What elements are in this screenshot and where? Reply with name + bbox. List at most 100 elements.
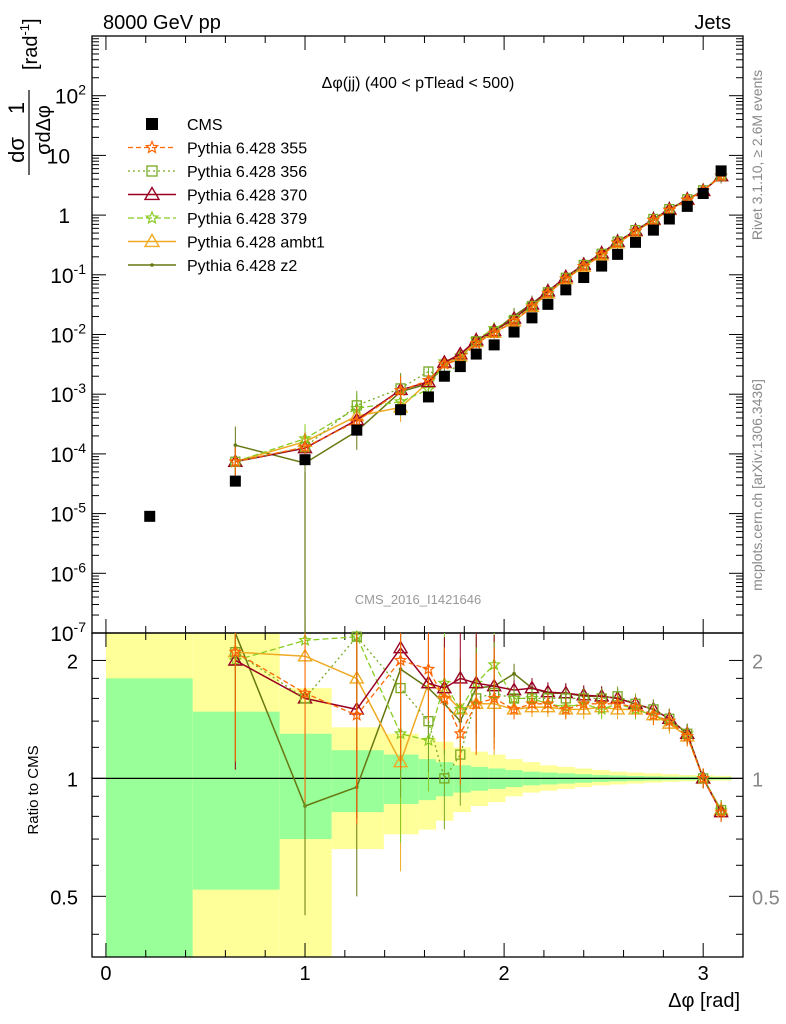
legend-marker-p356 bbox=[146, 165, 158, 177]
ratio-marker-p355 bbox=[437, 691, 452, 705]
ratio-marker-p355 bbox=[393, 653, 408, 667]
main-marker-cms bbox=[454, 361, 466, 373]
ratio-marker-p355 bbox=[594, 696, 609, 710]
main-marker-cms bbox=[299, 454, 311, 466]
legend: CMS Pythia 6.428 355 Pythia 6.428 356 Pythi… bbox=[128, 117, 325, 275]
ratio-marker-p355 bbox=[662, 714, 677, 727]
legend-marker-z2 bbox=[150, 263, 154, 267]
band-inner-bin bbox=[105, 678, 193, 957]
main-marker-p355 bbox=[487, 325, 501, 339]
legend-marker-p379 bbox=[144, 210, 160, 225]
main-marker-p355 bbox=[469, 336, 484, 350]
ylabel-unit: [rad-1] bbox=[17, 18, 42, 70]
ratio-line-p356 bbox=[234, 635, 722, 811]
ratio-marker-p356 bbox=[439, 773, 450, 784]
header-right: Jets bbox=[694, 12, 731, 34]
ratio-marker-p355 bbox=[453, 726, 467, 740]
main-marker-cms bbox=[578, 272, 590, 284]
xlabel: Δφ [rad] bbox=[668, 990, 740, 1012]
ratio-plot-frame bbox=[91, 632, 744, 958]
x-tick-label: 1 bbox=[299, 963, 310, 985]
legend-label-z2: Pythia 6.428 z2 bbox=[187, 258, 297, 275]
main-marker-p355 bbox=[350, 414, 364, 428]
legend-marker-p355 bbox=[144, 139, 160, 154]
band-inner-bin bbox=[418, 759, 437, 801]
x-tick-label: 0 bbox=[100, 963, 111, 985]
ratio-marker-p355 bbox=[507, 702, 521, 716]
ratio-y-tick-label-right: 0.5 bbox=[752, 887, 780, 909]
main-marker-p355 bbox=[610, 236, 625, 249]
main-marker-cms bbox=[488, 339, 500, 351]
main-marker-p355 bbox=[559, 271, 573, 285]
main-y-tick-label: 10-3 bbox=[50, 380, 86, 407]
legend-label-cms: CMS bbox=[187, 117, 223, 134]
main-y-tick-label: 102 bbox=[55, 82, 86, 109]
main-y-tick-label: 10-1 bbox=[50, 261, 86, 288]
ratio-y-tick-label-right: 2 bbox=[752, 651, 763, 673]
ratio-marker-z2 bbox=[512, 671, 516, 676]
main-marker-cms bbox=[663, 213, 675, 225]
ratio-line-ambt1 bbox=[235, 651, 722, 811]
main-marker-p355 bbox=[298, 440, 312, 453]
main-y-tick-label: 10-6 bbox=[50, 559, 86, 586]
main-marker-z2 bbox=[233, 443, 238, 447]
main-marker-cms bbox=[596, 260, 608, 272]
main-marker-p355 bbox=[628, 224, 643, 238]
rivet-label: Rivet 3.1.10, ≥ 2.6M events bbox=[749, 70, 765, 240]
main-marker-cms bbox=[681, 200, 693, 212]
main-marker-cms bbox=[647, 224, 659, 236]
mcplots-label: mcplots.cern.ch [arXiv:1306.3436] bbox=[749, 379, 765, 591]
band-inner-bin bbox=[192, 711, 280, 890]
main-y-tick-label: 10-2 bbox=[50, 321, 86, 348]
main-marker-p355 bbox=[646, 213, 661, 226]
main-ylabel: 1 dσ σdΔφ [rad-1] bbox=[4, 18, 55, 175]
main-marker-cms bbox=[560, 284, 572, 296]
ratio-y-tick-label: 2 bbox=[67, 651, 78, 673]
main-y-tick-label: 10 bbox=[47, 145, 70, 168]
main-marker-cms bbox=[470, 348, 482, 360]
main-marker-p355 bbox=[437, 356, 452, 370]
main-marker-p355 bbox=[421, 373, 436, 387]
main-series bbox=[144, 165, 729, 633]
x-tick-label: 2 bbox=[499, 963, 510, 985]
main-y-tick-label: 1 bbox=[58, 205, 70, 228]
ratio-marker-p355 bbox=[577, 696, 591, 710]
main-marker-cms bbox=[526, 312, 538, 324]
legend-marker-ambt1 bbox=[143, 233, 161, 248]
legend-label-p370: Pythia 6.428 370 bbox=[187, 188, 307, 205]
main-marker-cms bbox=[229, 475, 241, 487]
band-inner-bin bbox=[279, 733, 332, 840]
main-line-p355 bbox=[235, 175, 722, 463]
ratio-marker-p355 bbox=[541, 696, 555, 710]
ratio-y-tick-label: 0.5 bbox=[50, 887, 78, 909]
header-left: 8000 GeV pp bbox=[103, 12, 221, 34]
ratio-uncertainty-band bbox=[92, 633, 743, 957]
ratio-y-tick-label: 1 bbox=[67, 769, 78, 791]
legend-marker-cms bbox=[146, 118, 158, 130]
band-inner-bin bbox=[383, 754, 419, 805]
main-marker-p355 bbox=[525, 299, 539, 313]
main-marker-cms bbox=[629, 236, 641, 248]
ratio-marker-p355 bbox=[298, 686, 312, 699]
ylabel-num: dσ bbox=[4, 137, 29, 163]
legend-marker-p370 bbox=[143, 186, 161, 201]
ratio-marker-p355 bbox=[469, 696, 483, 710]
legend-label-p355: Pythia 6.428 355 bbox=[187, 141, 307, 158]
main-y-tick-label: 10-5 bbox=[50, 500, 86, 527]
ylabel-fraction: dσ bbox=[4, 137, 29, 163]
ratio-marker-p355 bbox=[228, 645, 243, 658]
band-inner-bin bbox=[331, 750, 384, 813]
main-marker-p355 bbox=[577, 259, 591, 273]
legend-label-ambt1: Pythia 6.428 ambt1 bbox=[187, 235, 325, 252]
plot-title: Δφ(jj) (400 < pTlead < 500) bbox=[322, 75, 515, 92]
ratio-marker-p355 bbox=[349, 708, 364, 721]
ratio-marker-p355 bbox=[628, 700, 643, 713]
legend-label-p379: Pythia 6.428 379 bbox=[187, 211, 307, 228]
ratio-marker-p355 bbox=[680, 729, 695, 743]
ratio-marker-p355 bbox=[559, 702, 573, 716]
ratio-y-tick-label-right: 1 bbox=[752, 769, 763, 791]
main-marker-p355 bbox=[228, 454, 243, 468]
legend-label-p356: Pythia 6.428 356 bbox=[187, 164, 307, 181]
